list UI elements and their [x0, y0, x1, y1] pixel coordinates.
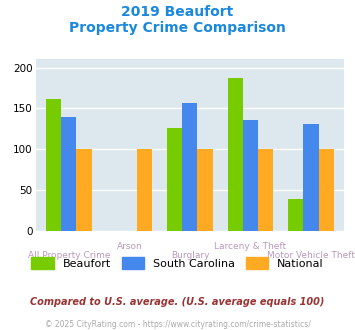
Legend: Beaufort, South Carolina, National: Beaufort, South Carolina, National: [27, 253, 328, 273]
Text: Motor Vehicle Theft: Motor Vehicle Theft: [267, 250, 355, 260]
Bar: [319, 149, 334, 231]
Text: Burglary: Burglary: [171, 250, 209, 260]
Bar: [288, 199, 304, 231]
Bar: [167, 128, 182, 231]
Bar: [258, 149, 273, 231]
Bar: [243, 120, 258, 231]
Bar: [182, 103, 197, 231]
Bar: [137, 149, 152, 231]
Bar: [61, 117, 76, 231]
Bar: [46, 99, 61, 231]
Text: Compared to U.S. average. (U.S. average equals 100): Compared to U.S. average. (U.S. average …: [30, 297, 325, 307]
Text: © 2025 CityRating.com - https://www.cityrating.com/crime-statistics/: © 2025 CityRating.com - https://www.city…: [45, 320, 310, 329]
Bar: [304, 124, 319, 231]
Text: 2019 Beaufort: 2019 Beaufort: [121, 5, 234, 19]
Text: Arson: Arson: [116, 243, 142, 251]
Text: Larceny & Theft: Larceny & Theft: [214, 243, 286, 251]
Text: All Property Crime: All Property Crime: [28, 250, 110, 260]
Bar: [76, 149, 92, 231]
Text: Property Crime Comparison: Property Crime Comparison: [69, 21, 286, 35]
Bar: [197, 149, 213, 231]
Bar: [228, 78, 243, 231]
